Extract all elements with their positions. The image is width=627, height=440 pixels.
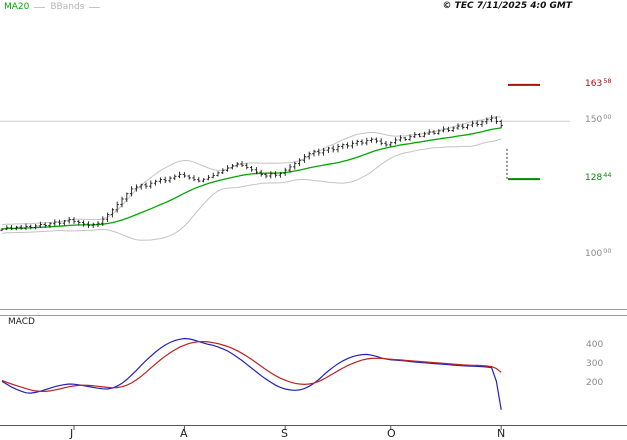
legend-bbands-label: BBands (50, 2, 85, 12)
legend: MA20 BBands (4, 2, 101, 13)
price-axis-label-150: 15000 (585, 113, 612, 125)
price-axis-label-163: 16358 (585, 77, 612, 89)
bbands-line-swatch (89, 7, 101, 8)
month-label-O: O (387, 427, 396, 440)
month-label-J: J (70, 427, 74, 440)
macd-axis-label-200: 200 (586, 378, 604, 388)
price-axis-label-100: 10000 (585, 247, 612, 259)
month-label-S: S (281, 427, 288, 440)
macd-line (1, 337, 502, 410)
macd-axis-label-400: 400 (586, 340, 604, 350)
macd-signal-line (1, 340, 502, 392)
candlesticks (0, 115, 503, 232)
price-axis-label-128: 12844 (585, 171, 612, 183)
bollinger-lower-band (1, 138, 502, 241)
month-label-N: N (497, 427, 506, 440)
macd-panel-label: MACD (8, 317, 35, 327)
legend-ma20-label: MA20 (4, 2, 30, 12)
ma20-line-swatch (34, 7, 46, 8)
month-label-A: A (180, 427, 188, 440)
macd-axis-label-300: 300 (586, 359, 604, 369)
copyright-text: © TEC 7/11/2025 4:0 GMT (442, 1, 572, 11)
ma20-line (1, 127, 502, 230)
